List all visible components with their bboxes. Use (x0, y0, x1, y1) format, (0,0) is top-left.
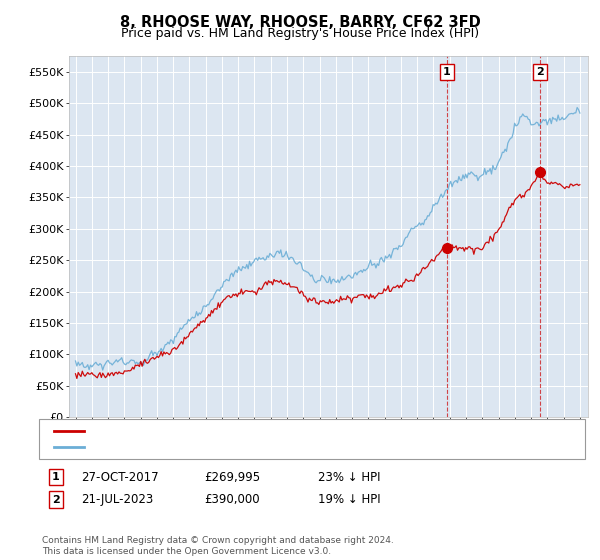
Text: Price paid vs. HM Land Registry's House Price Index (HPI): Price paid vs. HM Land Registry's House … (121, 27, 479, 40)
Text: 8, RHOOSE WAY, RHOOSE, BARRY, CF62 3FD: 8, RHOOSE WAY, RHOOSE, BARRY, CF62 3FD (119, 15, 481, 30)
Text: 21-JUL-2023: 21-JUL-2023 (81, 493, 153, 506)
Text: 23% ↓ HPI: 23% ↓ HPI (318, 470, 380, 484)
Text: £390,000: £390,000 (204, 493, 260, 506)
Text: HPI: Average price, detached house, Vale of Glamorgan: HPI: Average price, detached house, Vale… (90, 442, 400, 452)
Text: 1: 1 (52, 472, 59, 482)
Text: 19% ↓ HPI: 19% ↓ HPI (318, 493, 380, 506)
Text: 1: 1 (443, 67, 451, 77)
Text: 2: 2 (536, 67, 544, 77)
Text: 27-OCT-2017: 27-OCT-2017 (81, 470, 158, 484)
Text: Contains HM Land Registry data © Crown copyright and database right 2024.
This d: Contains HM Land Registry data © Crown c… (42, 536, 394, 556)
Text: 8, RHOOSE WAY, RHOOSE, BARRY, CF62 3FD (detached house): 8, RHOOSE WAY, RHOOSE, BARRY, CF62 3FD (… (90, 426, 440, 436)
Text: 2: 2 (52, 494, 59, 505)
Text: £269,995: £269,995 (204, 470, 260, 484)
